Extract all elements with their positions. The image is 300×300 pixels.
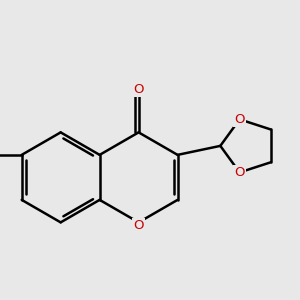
Text: O: O [134, 83, 144, 96]
Text: O: O [234, 113, 245, 126]
Text: O: O [234, 166, 245, 179]
Text: O: O [134, 219, 144, 232]
